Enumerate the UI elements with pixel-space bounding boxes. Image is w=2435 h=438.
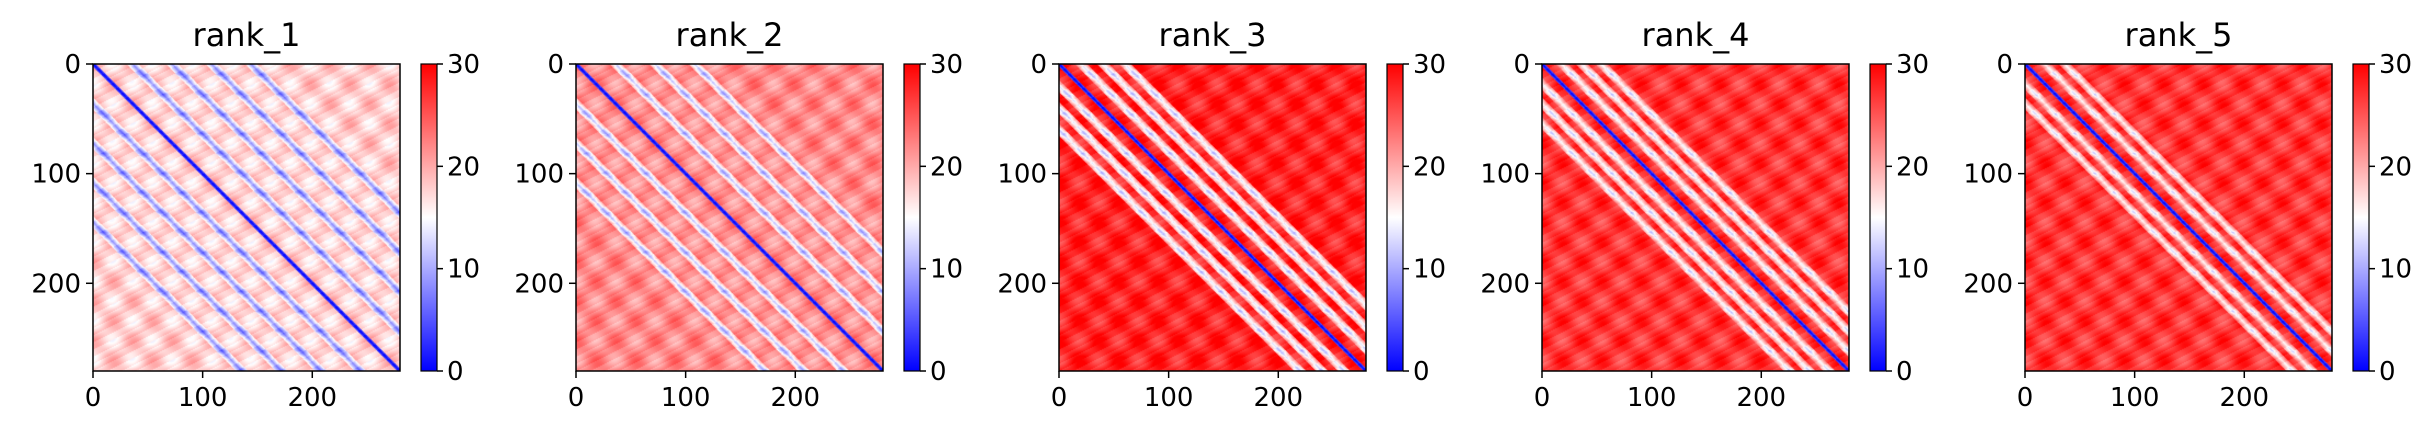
heatmap-image <box>2025 64 2332 371</box>
colorbar-tick-label: 10 <box>1413 255 1446 285</box>
x-tick-label: 100 <box>661 383 711 413</box>
x-tick-label: 100 <box>178 383 228 413</box>
panel-rank_3: rank_3 0 100 200 0 100 200 0 10 20 30 <box>997 16 1446 413</box>
colorbar-tick-label: 10 <box>447 255 480 285</box>
x-tick-label: 0 <box>2017 383 2034 413</box>
colorbar-tick-label: 0 <box>2379 357 2396 387</box>
x-tick-label: 0 <box>1534 383 1551 413</box>
colorbar-frame <box>2352 63 2370 372</box>
x-tick-label: 100 <box>1144 383 1194 413</box>
heatmap-frame <box>575 63 884 372</box>
colorbar <box>2353 64 2369 371</box>
colorbar-tick-label: 30 <box>1896 50 1929 80</box>
y-tick-label: 100 <box>514 160 564 190</box>
colorbar-tick-label: 20 <box>1413 152 1446 182</box>
y-tick-label: 200 <box>514 269 564 299</box>
x-tick-label: 200 <box>287 383 337 413</box>
y-tick-label: 100 <box>997 160 1047 190</box>
y-tick-label: 0 <box>547 50 564 80</box>
colorbar-tick-label: 30 <box>1413 50 1446 80</box>
heatmap-image <box>1059 64 1366 371</box>
colorbar-tick-label: 0 <box>930 357 947 387</box>
colorbar <box>421 64 437 371</box>
y-tick-label: 100 <box>1963 160 2013 190</box>
colorbar-frame <box>420 63 438 372</box>
colorbar <box>1870 64 1886 371</box>
colorbar-frame <box>903 63 921 372</box>
colorbar-tick-label: 10 <box>930 255 963 285</box>
colorbar-tick-label: 20 <box>930 152 963 182</box>
x-tick-label: 100 <box>2110 383 2160 413</box>
y-tick-label: 0 <box>64 50 81 80</box>
colorbar-tick-label: 0 <box>1896 357 1913 387</box>
x-tick-label: 200 <box>2219 383 2269 413</box>
heatmap-frame <box>1058 63 1367 372</box>
panel-title: rank_5 <box>2125 16 2233 54</box>
panel-rank_4: rank_4 0 100 200 0 100 200 0 10 20 30 <box>1480 16 1929 413</box>
y-tick-label: 200 <box>31 269 81 299</box>
x-tick-label: 0 <box>568 383 585 413</box>
colorbar-tick-label: 10 <box>2379 255 2412 285</box>
colorbar <box>904 64 920 371</box>
panel-rank_1: rank_1 0 100 200 0 100 200 0 10 20 30 <box>31 16 480 413</box>
y-tick-label: 100 <box>31 160 81 190</box>
colorbar-frame <box>1386 63 1404 372</box>
colorbar-tick-label: 30 <box>2379 50 2412 80</box>
panel-title: rank_4 <box>1642 16 1750 54</box>
panel-rank_2: rank_2 0 100 200 0 100 200 0 10 20 30 <box>514 16 963 413</box>
colorbar-tick-label: 20 <box>447 152 480 182</box>
colorbar-frame <box>1869 63 1887 372</box>
x-tick-label: 200 <box>1253 383 1303 413</box>
heatmap-frame <box>1541 63 1850 372</box>
colorbar-tick-label: 10 <box>1896 255 1929 285</box>
panel-title: rank_1 <box>193 16 301 54</box>
x-tick-label: 200 <box>770 383 820 413</box>
y-tick-label: 200 <box>997 269 1047 299</box>
panel-title: rank_3 <box>1159 16 1267 54</box>
y-tick-label: 0 <box>1996 50 2013 80</box>
y-tick-label: 0 <box>1513 50 1530 80</box>
colorbar-tick-label: 20 <box>1896 152 1929 182</box>
heatmap-frame <box>2024 63 2333 372</box>
colorbar-tick-label: 20 <box>2379 152 2412 182</box>
heatmap-image <box>1542 64 1849 371</box>
x-tick-label: 0 <box>85 383 102 413</box>
panel-rank_5: rank_5 0 100 200 0 100 200 0 10 20 30 <box>1963 16 2412 413</box>
panel-title: rank_2 <box>676 16 784 54</box>
colorbar-tick-label: 0 <box>1413 357 1430 387</box>
heatmap-image <box>576 64 883 371</box>
x-tick-label: 100 <box>1627 383 1677 413</box>
colorbar-tick-label: 0 <box>447 357 464 387</box>
y-tick-label: 200 <box>1480 269 1530 299</box>
y-tick-label: 100 <box>1480 160 1530 190</box>
colorbar <box>1387 64 1403 371</box>
y-tick-label: 0 <box>1030 50 1047 80</box>
colorbar-tick-label: 30 <box>447 50 480 80</box>
heatmap-frame <box>92 63 401 372</box>
y-tick-label: 200 <box>1963 269 2013 299</box>
x-tick-label: 0 <box>1051 383 1068 413</box>
heatmap-image <box>93 64 400 371</box>
x-tick-label: 200 <box>1736 383 1786 413</box>
colorbar-tick-label: 30 <box>930 50 963 80</box>
